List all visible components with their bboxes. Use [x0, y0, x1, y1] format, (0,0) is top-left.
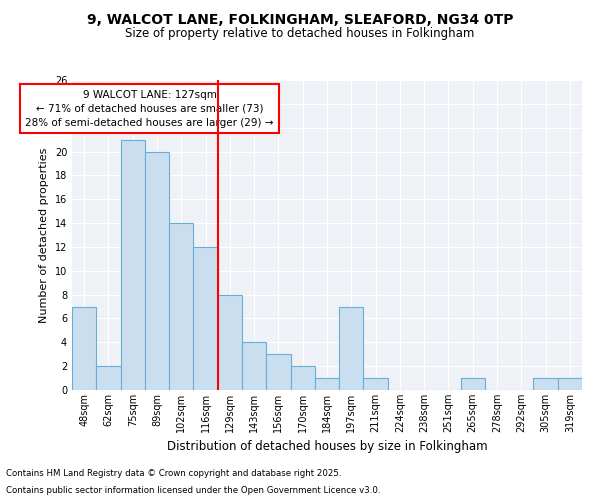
Bar	[242, 342, 266, 390]
X-axis label: Distribution of detached houses by size in Folkingham: Distribution of detached houses by size …	[167, 440, 487, 454]
Text: Contains public sector information licensed under the Open Government Licence v3: Contains public sector information licen…	[6, 486, 380, 495]
Bar	[461, 378, 485, 390]
Text: Size of property relative to detached houses in Folkingham: Size of property relative to detached ho…	[125, 28, 475, 40]
Y-axis label: Number of detached properties: Number of detached properties	[39, 148, 49, 322]
Bar	[558, 378, 582, 390]
Text: Contains HM Land Registry data © Crown copyright and database right 2025.: Contains HM Land Registry data © Crown c…	[6, 468, 341, 477]
Text: 9, WALCOT LANE, FOLKINGHAM, SLEAFORD, NG34 0TP: 9, WALCOT LANE, FOLKINGHAM, SLEAFORD, NG…	[87, 12, 513, 26]
Bar	[121, 140, 145, 390]
Bar	[145, 152, 169, 390]
Bar	[290, 366, 315, 390]
Bar	[533, 378, 558, 390]
Bar	[72, 306, 96, 390]
Text: 9 WALCOT LANE: 127sqm
← 71% of detached houses are smaller (73)
28% of semi-deta: 9 WALCOT LANE: 127sqm ← 71% of detached …	[25, 90, 274, 128]
Bar	[169, 223, 193, 390]
Bar	[218, 294, 242, 390]
Bar	[339, 306, 364, 390]
Bar	[364, 378, 388, 390]
Bar	[193, 247, 218, 390]
Bar	[315, 378, 339, 390]
Bar	[96, 366, 121, 390]
Bar	[266, 354, 290, 390]
